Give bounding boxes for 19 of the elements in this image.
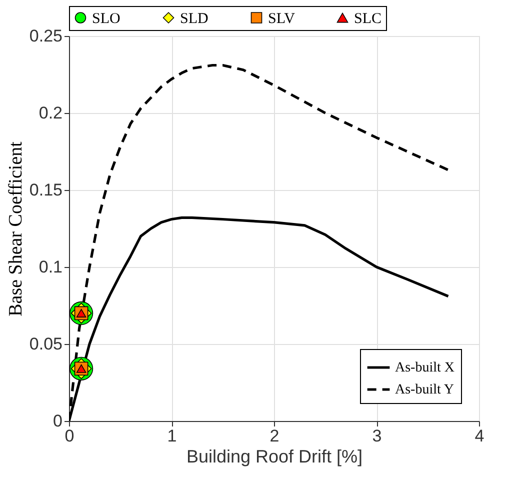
y-tick-label: 0.05 <box>29 334 62 354</box>
x-tick-label: 4 <box>474 426 484 446</box>
legend-label: SLO <box>92 10 121 27</box>
x-tick-label: 2 <box>270 426 280 446</box>
y-tick-label: 0 <box>53 412 62 430</box>
y-tick-label: 0.25 <box>29 26 62 46</box>
y-tick-label: 0.1 <box>38 258 62 276</box>
legend-label: As-built Y <box>395 382 454 398</box>
y-tick-label: 0.2 <box>38 104 62 122</box>
legend-label: SLD <box>180 10 209 27</box>
legend-label: SLC <box>354 10 382 27</box>
y-axis-title: Base Shear Coefficient <box>5 140 26 316</box>
x-tick-label: 0 <box>64 426 74 446</box>
legend-label: SLV <box>268 10 296 27</box>
x-axis-title: Building Roof Drift [%] <box>186 446 363 466</box>
y-tick-label: 0.15 <box>29 180 62 200</box>
x-tick-label: 1 <box>167 426 177 446</box>
x-tick-label: 3 <box>372 426 382 446</box>
legend-label: As-built X <box>395 360 454 376</box>
